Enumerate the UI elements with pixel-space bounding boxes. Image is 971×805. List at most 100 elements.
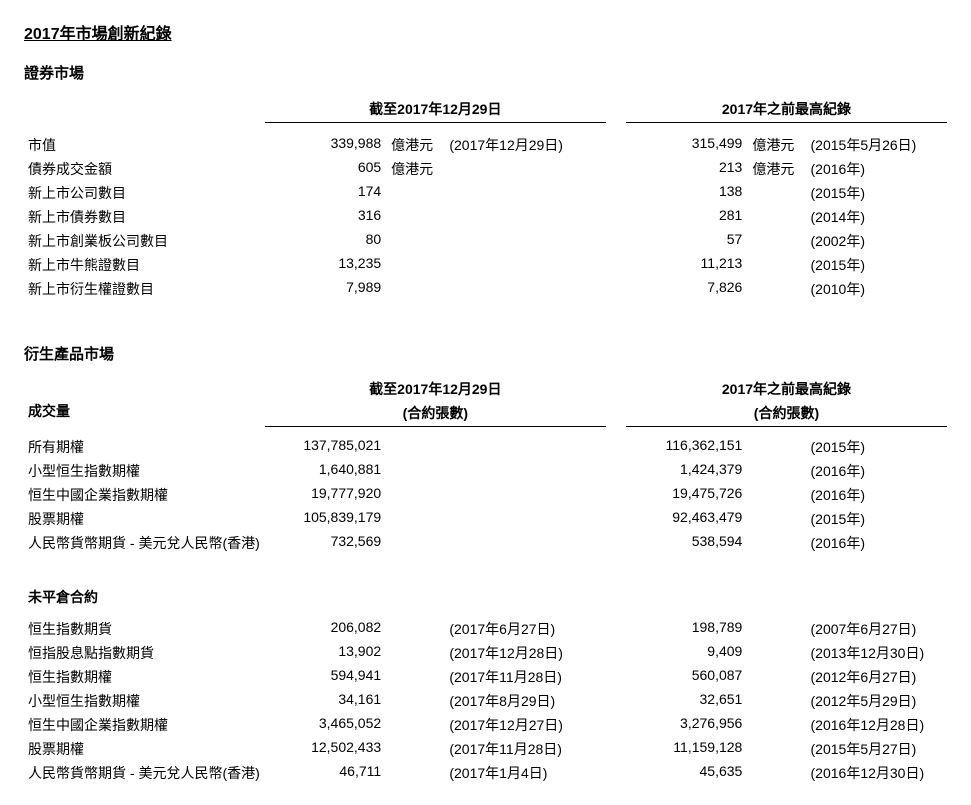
row-unit-current xyxy=(385,205,445,229)
row-value-current: 13,235 xyxy=(265,253,385,277)
row-date-prev: (2015年5月27日) xyxy=(807,737,947,761)
row-label: 股票期權 xyxy=(24,737,265,761)
table-row: 恒生中國企業指數期權3,465,052 (2017年12月27日) 3,276,95… xyxy=(24,713,947,737)
derivatives-header-left-sub: (合約張數) xyxy=(265,401,606,427)
row-date-current xyxy=(445,483,606,507)
derivatives-header-left: 截至2017年12月29日 xyxy=(265,378,606,401)
row-unit-current xyxy=(385,229,445,253)
row-label: 恒生指數期貨 xyxy=(24,617,265,641)
row-value-current: 3,465,052 xyxy=(265,713,385,737)
row-label: 市值 xyxy=(24,133,265,157)
row-value-current: 137,785,021 xyxy=(265,435,385,459)
row-unit-prev xyxy=(746,229,806,253)
table-row: 人民幣貨幣期貨 - 美元兌人民幣(香港)732,569 538,594 (2016年… xyxy=(24,531,947,555)
row-value-prev: 198,789 xyxy=(626,617,746,641)
row-date-prev: (2014年) xyxy=(807,205,947,229)
row-value-current: 12,502,433 xyxy=(265,737,385,761)
row-date-current: (2017年12月27日) xyxy=(445,713,606,737)
row-date-prev: (2012年5月29日) xyxy=(807,689,947,713)
row-date-current xyxy=(445,157,606,181)
securities-table: 截至2017年12月29日 2017年之前最高紀錄 市值339,988億港元(2… xyxy=(24,97,947,301)
table-row: 市值339,988億港元(2017年12月29日)315,499億港元(2015… xyxy=(24,133,947,157)
row-value-prev: 538,594 xyxy=(626,531,746,555)
row-value-current: 732,569 xyxy=(265,531,385,555)
row-label: 恒生中國企業指數期權 xyxy=(24,713,265,737)
row-unit-current: 億港元 xyxy=(385,133,445,157)
derivatives-heading: 衍生產品市場 xyxy=(24,343,947,364)
table-row: 債券成交金額605億港元213億港元(2016年) xyxy=(24,157,947,181)
table-row: 小型恒生指數期權1,640,8811,424,379(2016年) xyxy=(24,459,947,483)
row-date-prev: (2016年12月28日) xyxy=(807,713,947,737)
row-value-prev: 116,362,151 xyxy=(626,435,746,459)
table-row: 小型恒生指數期權34,161(2017年8月29日)32,651(2012年5月… xyxy=(24,689,947,713)
row-label: 小型恒生指數期權 xyxy=(24,459,265,483)
row-label: 人民幣貨幣期貨 - 美元兌人民幣(香港) xyxy=(24,761,265,785)
securities-heading: 證券市場 xyxy=(24,62,947,83)
row-date-current: (2017年12月28日) xyxy=(445,641,606,665)
row-date-prev: (2016年) xyxy=(807,157,947,181)
table-row: 新上市創業板公司數目8057(2002年) xyxy=(24,229,947,253)
row-date-prev: (2002年) xyxy=(807,229,947,253)
row-date-prev: (2016年12月30日) xyxy=(807,761,947,785)
row-date-prev: (2013年12月30日) xyxy=(807,641,947,665)
row-label: 小型恒生指數期權 xyxy=(24,689,265,713)
row-date-prev: (2007年6月27日) xyxy=(807,617,947,641)
table-row: 所有期權137,785,021116,362,151(2015年) xyxy=(24,435,947,459)
row-label: 恒指股息點指數期貨 xyxy=(24,641,265,665)
row-value-prev: 9,409 xyxy=(626,641,746,665)
row-date-current xyxy=(445,181,606,205)
row-date-current xyxy=(445,531,606,555)
table-row: 恒指股息點指數期貨13,902(2017年12月28日)9,409(2013年1… xyxy=(24,641,947,665)
row-unit-prev: 億港元 xyxy=(746,157,806,181)
row-unit-prev xyxy=(746,181,806,205)
row-label: 新上市牛熊證數目 xyxy=(24,253,265,277)
table-row: 恒生指數期貨206,082(2017年6月27日)198,789(2007年6月… xyxy=(24,617,947,641)
row-unit-prev xyxy=(746,277,806,301)
row-date-current: (2017年12月29日) xyxy=(445,133,606,157)
row-date-current xyxy=(445,229,606,253)
row-value-prev: 11,213 xyxy=(626,253,746,277)
row-date-current xyxy=(445,277,606,301)
table-row: 人民幣貨幣期貨 - 美元兌人民幣(香港)46,711(2017年1月4日)45,… xyxy=(24,761,947,785)
row-date-current: (2017年11月28日) xyxy=(445,737,606,761)
row-date-prev: (2015年) xyxy=(807,507,947,531)
row-value-prev: 7,826 xyxy=(626,277,746,301)
row-value-prev: 560,087 xyxy=(626,665,746,689)
row-date-prev: (2010年) xyxy=(807,277,947,301)
row-value-prev: 213 xyxy=(626,157,746,181)
row-date-prev: (2015年) xyxy=(807,435,947,459)
row-value-current: 316 xyxy=(265,205,385,229)
row-date-prev: (2015年) xyxy=(807,253,947,277)
row-label: 新上市債券數目 xyxy=(24,205,265,229)
row-value-prev: 1,424,379 xyxy=(626,459,746,483)
row-value-prev: 138 xyxy=(626,181,746,205)
row-date-current xyxy=(445,507,606,531)
row-unit-current xyxy=(385,181,445,205)
row-value-prev: 32,651 xyxy=(626,689,746,713)
row-value-current: 605 xyxy=(265,157,385,181)
row-label: 新上市衍生權證數目 xyxy=(24,277,265,301)
row-label: 新上市創業板公司數目 xyxy=(24,229,265,253)
derivatives-header-row: 截至2017年12月29日 2017年之前最高紀錄 xyxy=(24,378,947,401)
table-row: 新上市公司數目174138(2015年) xyxy=(24,181,947,205)
row-value-prev: 92,463,479 xyxy=(626,507,746,531)
row-value-prev: 3,276,956 xyxy=(626,713,746,737)
row-value-prev: 11,159,128 xyxy=(626,737,746,761)
table-row: 恒生指數期權594,941(2017年11月28日)560,087(2012年6… xyxy=(24,665,947,689)
row-value-current: 7,989 xyxy=(265,277,385,301)
row-value-current: 34,161 xyxy=(265,689,385,713)
derivatives-header-right: 2017年之前最高紀錄 xyxy=(626,378,947,401)
row-date-prev: (2012年6月27日) xyxy=(807,665,947,689)
row-date-current xyxy=(445,253,606,277)
row-unit-prev xyxy=(746,253,806,277)
row-date-prev: (2016年) xyxy=(807,531,947,555)
row-date-current: (2017年6月27日) xyxy=(445,617,606,641)
row-label: 人民幣貨幣期貨 - 美元兌人民幣(香港) xyxy=(24,531,265,555)
row-value-current: 80 xyxy=(265,229,385,253)
row-value-prev: 281 xyxy=(626,205,746,229)
derivatives-header-right-sub: (合約張數) xyxy=(626,401,947,427)
row-date-prev: (2016年) xyxy=(807,459,947,483)
row-label: 恒生指數期權 xyxy=(24,665,265,689)
row-value-current: 46,711 xyxy=(265,761,385,785)
row-value-current: 594,941 xyxy=(265,665,385,689)
